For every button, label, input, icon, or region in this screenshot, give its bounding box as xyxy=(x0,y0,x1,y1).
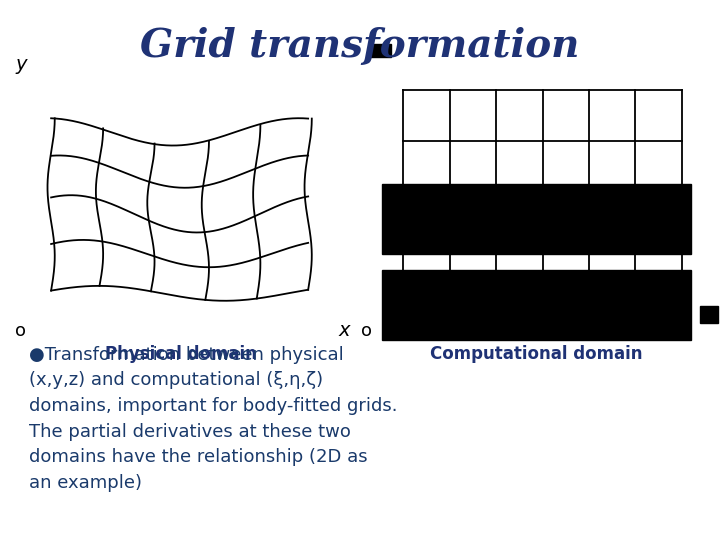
Bar xyxy=(701,306,718,323)
Text: Physical domain: Physical domain xyxy=(105,346,257,363)
Text: Computational domain: Computational domain xyxy=(430,346,643,363)
Bar xyxy=(369,44,391,57)
Text: o: o xyxy=(361,322,372,340)
Text: ●Transformation between physical
(x,y,z) and computational (ξ,η,ζ)
domains, impo: ●Transformation between physical (x,y,z)… xyxy=(29,346,397,492)
Text: Grid transformation: Grid transformation xyxy=(140,27,580,65)
Text: y: y xyxy=(15,55,27,75)
Text: x: x xyxy=(338,321,350,340)
Text: o: o xyxy=(15,322,27,340)
